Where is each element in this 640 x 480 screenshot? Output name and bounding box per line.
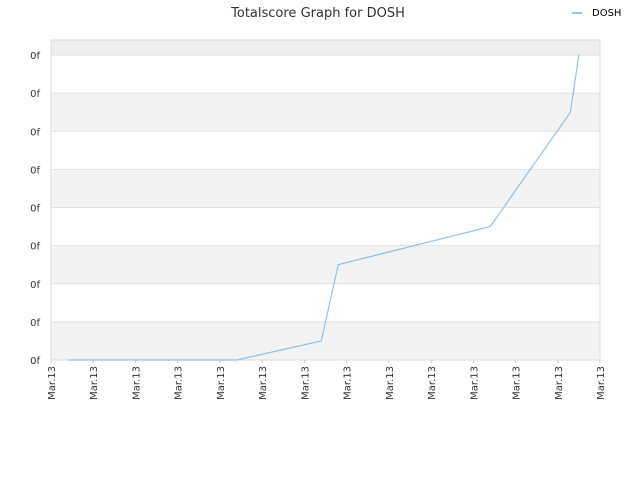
y-tick-label: 0f — [30, 242, 40, 253]
plot-band — [51, 55, 600, 94]
x-tick-label: Mar.13 — [427, 366, 438, 400]
x-tick-label: Mar.13 — [258, 366, 269, 400]
y-tick-label: 0f — [30, 318, 40, 329]
x-tick-label: Mar.13 — [469, 366, 480, 400]
y-tick-label: 0f — [30, 280, 40, 291]
y-tick-label: 0f — [30, 51, 40, 62]
x-tick-label: Mar.13 — [300, 366, 311, 400]
plot-band — [51, 283, 600, 322]
plot-band — [51, 207, 600, 246]
legend-label: DOSH — [592, 8, 621, 19]
y-tick-label: 0f — [30, 89, 40, 100]
x-tick-label: Mar.13 — [512, 366, 523, 400]
x-tick-label: Mar.13 — [174, 366, 185, 400]
x-axis: Mar.13 Mar.13 Mar.13 Mar.13 Mar.13 Mar.13 Mar.… — [47, 360, 607, 400]
series-layer — [67, 54, 580, 361]
plot-band — [51, 131, 600, 170]
x-tick-label: Mar.13 — [216, 366, 227, 400]
chart-title: Totalscore Graph for DOSH — [230, 6, 405, 21]
x-tick-label: Mar.13 — [385, 366, 396, 400]
y-axis: 0f 0f 0f 0f 0f 0f 0f 0f 0f — [30, 51, 40, 367]
plot-band — [51, 321, 600, 360]
plot-bands — [51, 40, 600, 360]
x-tick-label: Mar.13 — [131, 366, 142, 400]
series-line-dosh — [67, 54, 580, 361]
x-tick-label: Mar.13 — [343, 366, 354, 400]
y-tick-label: 0f — [30, 204, 40, 215]
y-tick-label: 0f — [30, 356, 40, 367]
x-tick-label: Mar.13 — [596, 366, 607, 400]
plot-band — [51, 40, 600, 55]
plot-band — [51, 245, 600, 284]
plot-band — [51, 93, 600, 132]
x-tick-label: Mar.13 — [89, 366, 100, 400]
x-tick-label: Mar.13 — [554, 366, 565, 400]
y-tick-label: 0f — [30, 165, 40, 176]
legend: DOSH — [572, 8, 621, 19]
y-tick-label: 0f — [30, 127, 40, 138]
x-tick-label: Mar.13 — [47, 366, 58, 400]
plot-frame — [50, 39, 601, 361]
